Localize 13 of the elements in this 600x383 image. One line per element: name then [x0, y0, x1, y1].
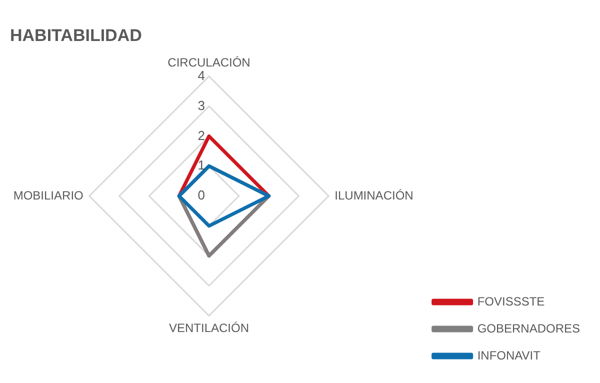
spoke-label: CIRCULACIÓN	[168, 55, 250, 70]
legend-label: GOBERNADORES	[477, 321, 580, 336]
legend-label: INFONAVIT	[477, 348, 542, 362]
chart-title: HABITABILIDAD	[10, 26, 142, 45]
spoke-label: MOBILIARIO	[13, 188, 84, 202]
y-tick-label: 4	[198, 68, 205, 83]
y-tick-label: 1	[198, 158, 205, 173]
legend-label: FOVISSSTE	[477, 294, 545, 308]
spoke-label: VENTILACIÓN	[168, 321, 250, 336]
y-tick-label: 0	[198, 188, 205, 203]
y-tick-label: 2	[198, 128, 205, 143]
y-tick-label: 3	[198, 98, 205, 113]
spoke-label: ILUMINACIÓN	[334, 188, 414, 202]
